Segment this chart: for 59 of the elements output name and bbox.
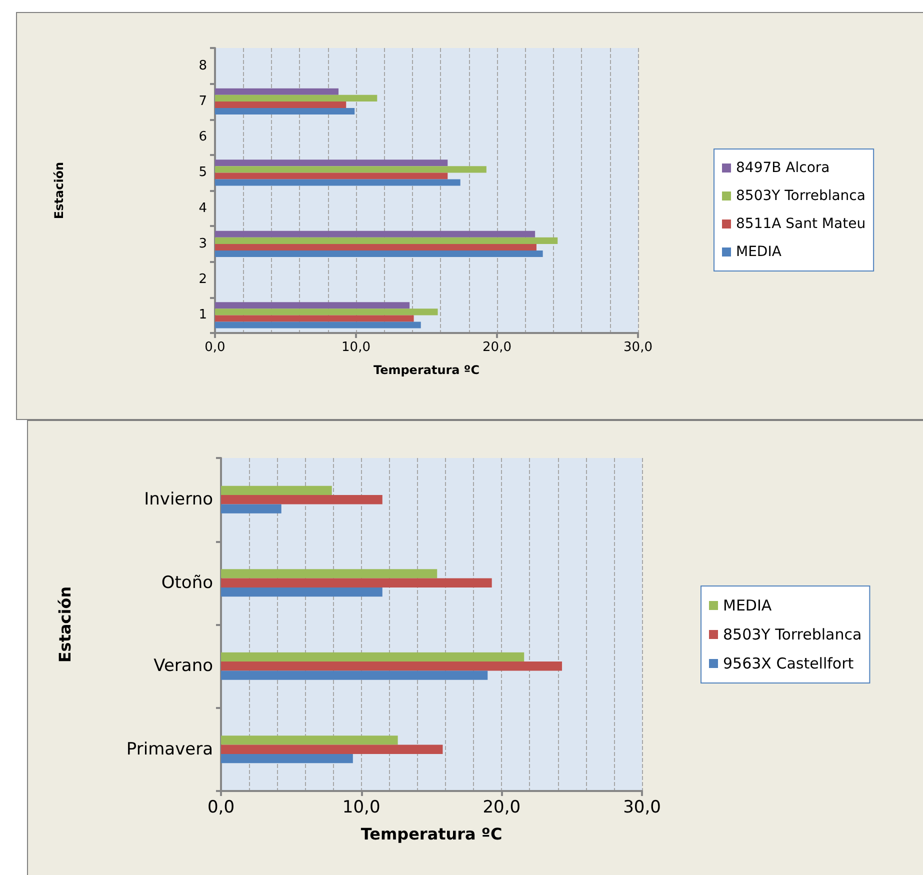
- y-tick-label: 6: [198, 130, 207, 145]
- y-tick-label: Invierno: [144, 490, 213, 510]
- x-axis-title: Temperatura ºC: [373, 363, 480, 377]
- bar: [221, 569, 438, 578]
- legend-label: MEDIA: [723, 596, 772, 614]
- x-tick-label: 0,0: [207, 798, 235, 818]
- y-tick-label: 5: [198, 165, 207, 180]
- bar: [215, 101, 346, 108]
- x-tick-label: 20,0: [482, 340, 512, 355]
- y-tick-label: 7: [198, 94, 207, 109]
- y-tick-label: 2: [198, 272, 207, 288]
- x-tick-label: 10,0: [342, 798, 380, 818]
- bar: [221, 504, 282, 514]
- bar: [215, 166, 486, 173]
- bar: [221, 754, 353, 764]
- bar: [215, 237, 558, 244]
- x-tick-label: 20,0: [482, 798, 521, 818]
- legend-label: 8503Y Torreblanca: [736, 188, 866, 204]
- bar: [215, 179, 460, 186]
- bar: [215, 230, 536, 238]
- y-axis-title: Estación: [52, 162, 66, 220]
- bar: [215, 302, 410, 309]
- y-tick-label: Verano: [154, 656, 213, 676]
- legend-label: 9563X Castellfort: [723, 654, 854, 672]
- legend-label: 8511A Sant Mateu: [736, 216, 866, 232]
- legend-label: 8503Y Torreblanca: [723, 626, 862, 644]
- bar: [221, 486, 332, 496]
- bar: [221, 662, 562, 671]
- legend-label: 8497B Alcora: [736, 160, 830, 176]
- y-tick-label: Otoño: [161, 572, 213, 593]
- x-tick-label: 10,0: [342, 340, 370, 355]
- bar: [215, 172, 448, 180]
- bar: [215, 108, 355, 114]
- bar: [215, 322, 421, 328]
- y-tick-label: 1: [198, 308, 207, 323]
- bar: [215, 88, 339, 95]
- bar: [221, 578, 492, 588]
- x-tick-label: 30,0: [623, 798, 661, 818]
- bar: [221, 736, 398, 745]
- legend-label: MEDIA: [736, 244, 782, 260]
- y-tick-label: 4: [198, 200, 207, 216]
- bar: [215, 244, 536, 250]
- x-axis-title: Temperatura ºC: [360, 824, 502, 844]
- bar: [221, 652, 524, 662]
- y-tick-label: 8: [198, 58, 207, 74]
- bar: [221, 744, 443, 754]
- bar: [221, 495, 382, 504]
- bar: [215, 315, 414, 322]
- bar: [215, 94, 378, 102]
- x-tick-label: 30,0: [624, 340, 652, 355]
- y-tick-label: Primavera: [126, 739, 213, 760]
- x-tick-label: 0,0: [204, 340, 226, 355]
- bar: [221, 587, 382, 597]
- bar: [215, 308, 438, 316]
- y-tick-label: 3: [198, 236, 207, 252]
- bar: [221, 670, 488, 680]
- y-axis-title: Estación: [56, 586, 74, 663]
- bar: [215, 160, 448, 166]
- bar: [215, 250, 543, 257]
